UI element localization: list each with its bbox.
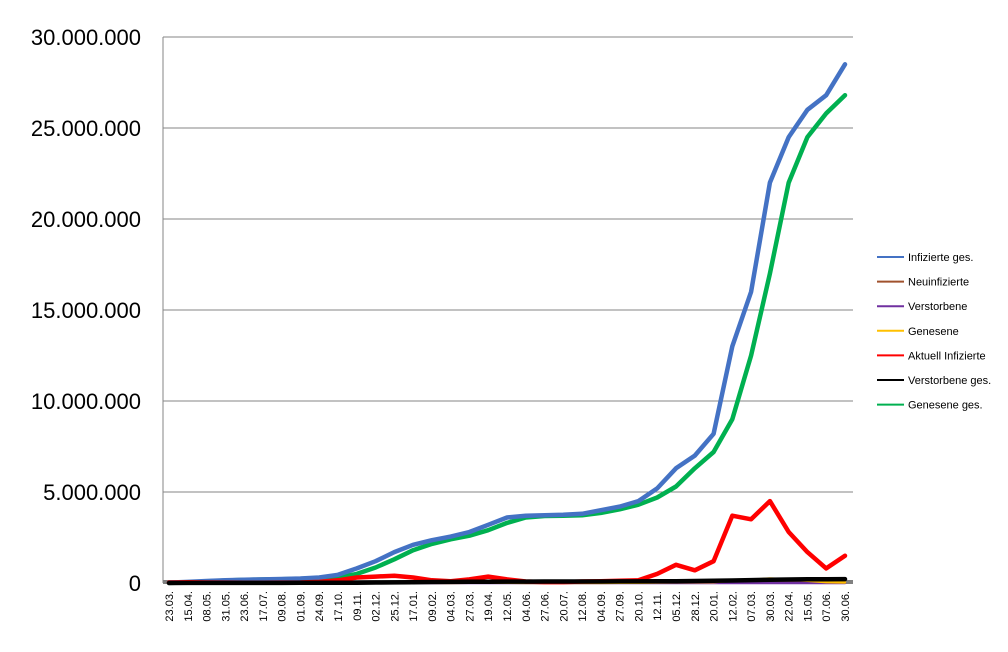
x-tick-label: 02.12. (371, 591, 383, 622)
x-tick-label: 27.06. (540, 591, 552, 622)
x-tick-label: 31.05. (220, 591, 232, 622)
x-tick-label: 20.07. (558, 591, 570, 622)
legend-label-verstorbene-ges: Verstorbene ges. (908, 375, 991, 387)
legend-label-infizierte-ges: Infizierte ges. (908, 252, 973, 264)
x-tick-label: 17.07. (258, 591, 270, 622)
x-tick-label: 09.02. (427, 591, 439, 622)
x-tick-label: 15.05. (802, 591, 814, 622)
x-tick-label: 17.10. (333, 591, 345, 622)
legend-label-genesene: Genesene (908, 326, 959, 338)
x-tick-label: 28.12. (690, 591, 702, 622)
x-tick-label: 08.05. (202, 591, 214, 622)
x-tick-label: 04.06. (521, 591, 533, 622)
y-tick-label: 5.000.000 (43, 480, 141, 505)
x-tick-label: 07.06. (821, 591, 833, 622)
x-tick-label: 22.04. (784, 591, 796, 622)
x-axis: 23.03. 15.04. 08.05. 31.05. 23.06. 17.07. 09.0… (163, 580, 853, 622)
legend-label-neuinfizierte: Neuinfizierte (908, 277, 969, 289)
x-tick-label: 15.04. (183, 591, 195, 622)
legend-label-aktuell-infizierte: Aktuell Infizierte (908, 350, 986, 362)
series-line-verstorbene-ges (166, 576, 848, 586)
x-tick-label: 05.12. (671, 591, 683, 622)
x-tick-label: 04.03. (446, 591, 458, 622)
series-line-infizierte-ges (166, 62, 848, 585)
x-tick-label: 04.09. (596, 591, 608, 622)
x-tick-label: 12.11. (652, 591, 664, 621)
series-line-genesene-ges (166, 92, 848, 586)
x-tick-label: 23.06. (239, 591, 251, 622)
x-tick-label: 25.12. (389, 591, 401, 622)
y-tick-label: 0 (129, 571, 141, 596)
series-lines (166, 62, 848, 586)
x-tick-label: 17.01. (408, 591, 420, 622)
x-tick-label: 24.09. (314, 591, 326, 622)
y-tick-label: 15.000.000 (31, 298, 141, 323)
x-tick-label: 27.03. (464, 591, 476, 622)
x-tick-label: 12.02. (727, 591, 739, 622)
x-tick-label: 27.09. (615, 591, 627, 622)
x-tick-label: 12.08. (577, 591, 589, 622)
x-tick-label: 30.03. (765, 591, 777, 622)
legend: Infizierte ges. Neuinfizierte Verstorbene G… (877, 252, 991, 412)
y-tick-label: 20.000.000 (31, 207, 141, 232)
x-tick-label: 01.09. (295, 591, 307, 622)
x-tick-label: 23.03. (164, 591, 176, 622)
x-tick-label: 07.03. (746, 591, 758, 622)
x-tick-label: 20.01. (709, 591, 721, 622)
legend-label-verstorbene: Verstorbene (908, 301, 967, 313)
y-tick-label: 30.000.000 (31, 25, 141, 50)
gridlines (163, 36, 853, 493)
legend-label-genesene-ges: Genesene ges. (908, 400, 983, 412)
x-tick-label: 30.06. (840, 591, 852, 622)
series-line-aktuell-infizierte (166, 498, 848, 585)
x-tick-label: 20.10. (633, 591, 645, 622)
x-tick-label: 19.04. (483, 591, 495, 622)
y-axis: 0 5.000.000 10.000.000 15.000.000 20.000.000… (31, 25, 164, 596)
x-tick-label: 09.11. (352, 591, 364, 621)
x-tick-label: 12.05. (502, 591, 514, 622)
x-tick-label: 09.08. (277, 591, 289, 622)
y-tick-label: 25.000.000 (31, 116, 141, 141)
y-tick-label: 10.000.000 (31, 389, 141, 414)
